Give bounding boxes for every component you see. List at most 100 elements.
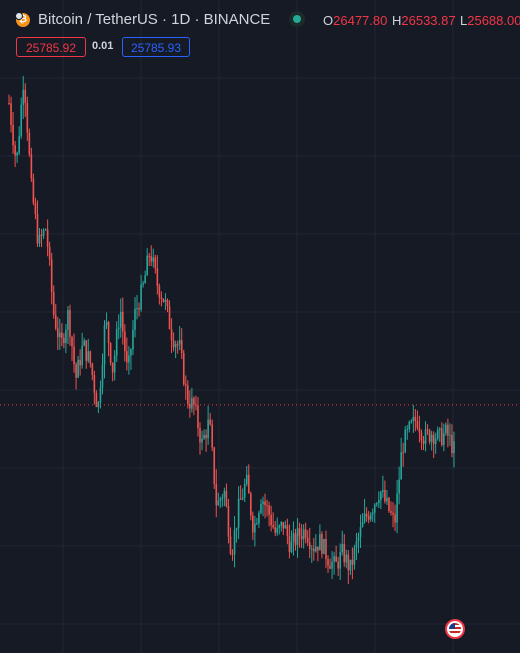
candle-body: [209, 419, 211, 425]
candle-body: [367, 516, 370, 520]
candle-body: [109, 343, 112, 363]
candle-body: [56, 328, 59, 338]
candle-body: [50, 259, 53, 292]
candle-body: [28, 132, 31, 155]
candle-body: [201, 438, 203, 443]
candle-body: [24, 89, 27, 103]
bitcoin-icon[interactable]: ₿: [15, 12, 30, 27]
candle-body: [447, 424, 449, 436]
candle-body: [81, 345, 83, 366]
candle-body: [97, 402, 100, 408]
candle-body: [99, 387, 102, 403]
candle-body: [67, 310, 69, 330]
candle-body: [256, 523, 258, 525]
candle-body: [111, 362, 114, 373]
candle-body: [225, 490, 228, 507]
sell-button[interactable]: 25785.92: [16, 37, 86, 57]
candle-body: [312, 548, 315, 552]
candle-body: [156, 268, 159, 287]
candle-body: [215, 483, 218, 506]
candle-body: [227, 506, 230, 537]
candle-body: [357, 536, 360, 542]
candle-body: [20, 104, 23, 137]
candle-body: [38, 234, 41, 244]
candle-body: [195, 404, 197, 406]
candle-body: [178, 340, 181, 345]
candle-body: [270, 514, 272, 526]
candle-body: [95, 392, 98, 408]
candle-body: [40, 234, 43, 236]
chart-legend: ₿ Bitcoin / TetherUS · 1D · BINANCE O264…: [0, 0, 520, 36]
candle-body: [290, 541, 293, 552]
candle-body: [75, 364, 77, 378]
ohlc-open: O26477.80: [323, 13, 388, 28]
candle-body: [243, 484, 246, 498]
candle-body: [278, 525, 281, 528]
candle-body: [237, 498, 240, 528]
candle-body: [174, 344, 177, 348]
candle-body: [445, 424, 447, 434]
candle-body: [361, 521, 364, 527]
candle-body: [323, 538, 325, 554]
candle-body: [16, 152, 18, 156]
candle-body: [26, 102, 29, 133]
candle-body: [286, 525, 289, 537]
ohlc-low: L25688.00: [460, 13, 520, 28]
candle-body: [369, 514, 372, 520]
candle-body: [341, 544, 344, 553]
candle-body: [130, 349, 132, 356]
candle-body: [298, 528, 301, 536]
symbol-title[interactable]: Bitcoin / TetherUS · 1D · BINANCE: [38, 11, 271, 28]
candle-body: [351, 559, 354, 565]
candle-body: [34, 202, 37, 215]
candle-body: [176, 344, 179, 346]
candle-body: [264, 501, 266, 506]
candle-body: [10, 103, 12, 126]
candle-body: [432, 434, 435, 445]
candle-body: [150, 256, 153, 262]
candle-body: [32, 178, 35, 203]
candle-body: [187, 385, 189, 404]
candle-body: [58, 332, 61, 338]
candle-body: [422, 440, 425, 444]
candle-body: [249, 493, 252, 516]
buy-button[interactable]: 25785.93: [122, 37, 190, 57]
us-flag-icon[interactable]: [445, 619, 465, 639]
candle-body: [12, 125, 14, 146]
candle-body: [103, 325, 106, 365]
candle-body: [8, 103, 10, 105]
candle-body: [339, 552, 342, 569]
candle-body: [30, 154, 33, 179]
candle-body: [160, 297, 163, 299]
candle-body: [205, 434, 207, 439]
candle-body: [274, 527, 276, 533]
candle-body: [213, 447, 216, 484]
candle-body: [164, 299, 167, 302]
candle-body: [91, 363, 94, 376]
candle-body: [420, 432, 423, 441]
candle-body: [18, 136, 20, 153]
candle-body: [371, 512, 374, 515]
candle-body: [54, 314, 57, 329]
candle-body: [172, 340, 175, 348]
candle-body: [449, 435, 451, 437]
candle-body: [189, 403, 191, 409]
candle-body: [77, 359, 79, 378]
candle-body: [87, 351, 90, 361]
candle-body: [400, 452, 402, 480]
candle-body: [382, 489, 384, 492]
market-status-icon[interactable]: [289, 11, 305, 27]
candle-body: [124, 331, 126, 352]
candle-body: [296, 528, 299, 545]
candle-body: [292, 533, 295, 542]
candle-body: [134, 308, 136, 330]
candle-body: [426, 429, 429, 431]
candle-body: [146, 255, 148, 276]
candle-body: [440, 428, 443, 445]
candle-body: [300, 535, 303, 540]
candle-body: [329, 565, 331, 569]
candle-body: [105, 321, 108, 326]
candle-body: [73, 346, 75, 365]
